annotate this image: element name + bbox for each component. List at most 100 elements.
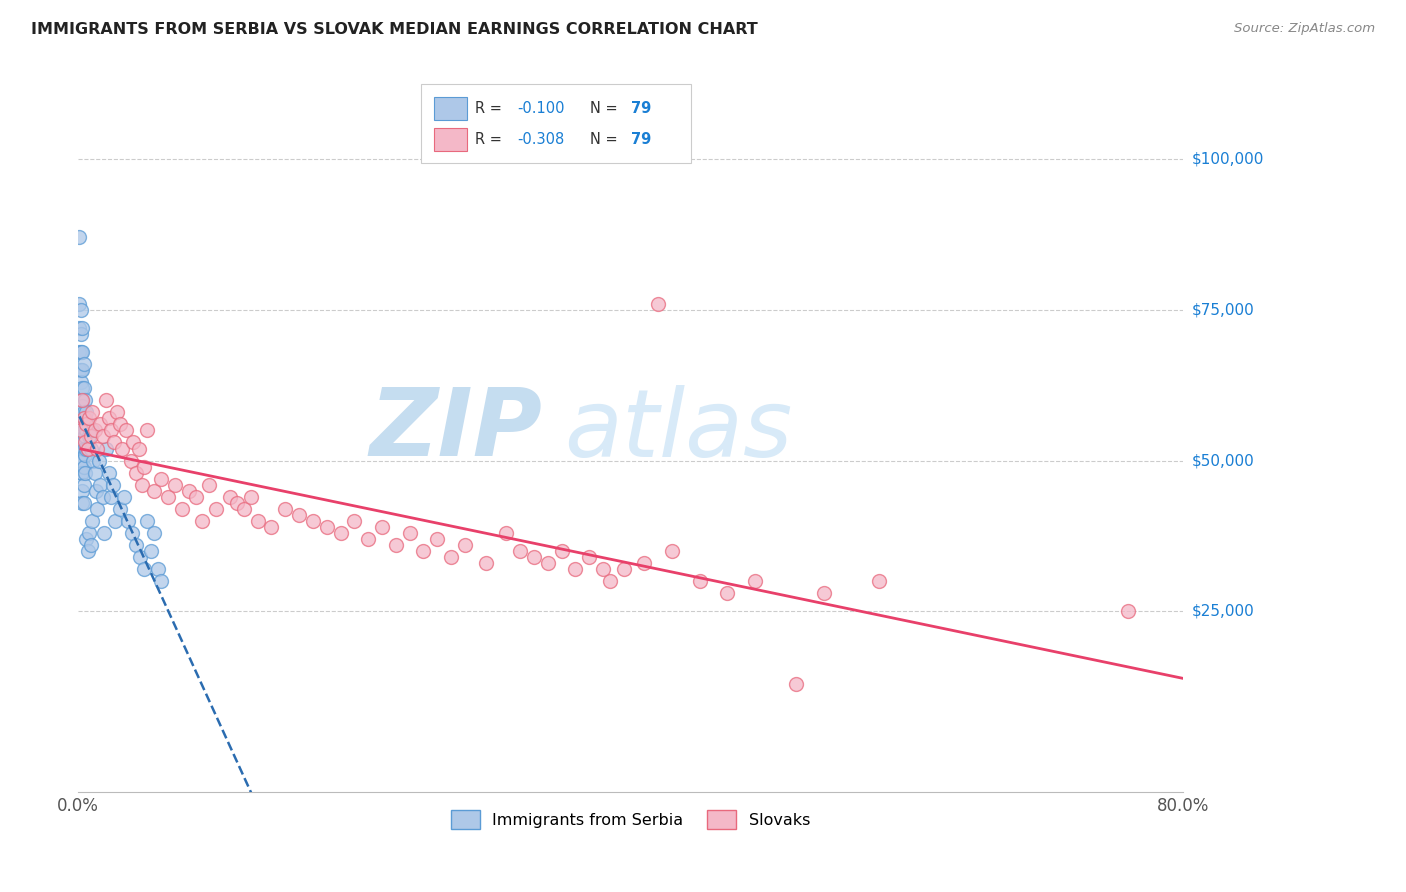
Point <box>72 321 94 335</box>
Point <box>70 393 93 408</box>
Point <box>537 556 560 570</box>
Point <box>72 381 94 395</box>
Point <box>72 381 94 395</box>
Point <box>73 393 96 408</box>
Point <box>70 453 93 467</box>
FancyBboxPatch shape <box>434 96 467 120</box>
Point <box>150 574 173 589</box>
Point <box>97 411 120 425</box>
Point <box>868 574 890 589</box>
Point <box>72 496 94 510</box>
Text: ZIP: ZIP <box>370 384 543 476</box>
Point <box>72 483 94 498</box>
Point <box>371 520 394 534</box>
Point <box>72 405 94 419</box>
Point <box>89 417 111 432</box>
Point <box>136 424 159 438</box>
Point <box>72 459 94 474</box>
Point <box>77 411 100 425</box>
Point <box>72 477 94 491</box>
Text: R =: R = <box>475 132 502 147</box>
Point <box>72 393 94 408</box>
Point <box>70 424 93 438</box>
Point <box>128 442 150 456</box>
Point <box>87 453 110 467</box>
Point <box>633 556 655 570</box>
Text: -0.100: -0.100 <box>517 101 564 116</box>
Point <box>91 429 114 443</box>
Point <box>115 424 138 438</box>
Text: N =: N = <box>589 101 617 116</box>
Point <box>131 477 153 491</box>
Point <box>205 501 228 516</box>
Point <box>260 520 283 534</box>
Point <box>143 525 166 540</box>
Point <box>93 525 115 540</box>
Point <box>150 472 173 486</box>
Text: $25,000: $25,000 <box>1192 604 1256 619</box>
Point <box>77 525 100 540</box>
Point <box>73 448 96 462</box>
Point <box>76 442 98 456</box>
Point <box>661 544 683 558</box>
Point <box>813 586 835 600</box>
Point <box>716 586 738 600</box>
Text: N =: N = <box>589 132 617 147</box>
Point <box>84 483 107 498</box>
Point <box>112 490 135 504</box>
Point <box>578 550 600 565</box>
Point <box>163 477 186 491</box>
Point <box>70 326 93 341</box>
Point <box>76 544 98 558</box>
Point <box>136 514 159 528</box>
Point <box>79 538 101 552</box>
Point <box>329 525 352 540</box>
Point <box>72 453 94 467</box>
Point <box>70 405 93 419</box>
Point <box>689 574 711 589</box>
Point <box>440 550 463 565</box>
Point <box>72 357 94 371</box>
Point <box>73 429 96 443</box>
Point <box>83 424 105 438</box>
Point <box>69 321 91 335</box>
Point <box>80 514 103 528</box>
Text: -0.308: -0.308 <box>517 132 564 147</box>
Point <box>89 477 111 491</box>
Point <box>509 544 531 558</box>
Point <box>86 442 108 456</box>
Point <box>120 453 142 467</box>
Point <box>121 525 143 540</box>
Point <box>117 514 139 528</box>
Point <box>156 490 179 504</box>
Point <box>398 525 420 540</box>
Point <box>232 501 254 516</box>
Point <box>343 514 366 528</box>
Point <box>70 375 93 389</box>
Point <box>495 525 517 540</box>
Point <box>426 532 449 546</box>
Point <box>75 405 97 419</box>
Point <box>744 574 766 589</box>
Point <box>785 677 807 691</box>
Point <box>219 490 242 504</box>
Point <box>454 538 477 552</box>
Point <box>72 345 94 359</box>
Point <box>129 550 152 565</box>
Point <box>72 496 94 510</box>
Point <box>83 466 105 480</box>
Point <box>141 544 163 558</box>
Point <box>474 556 496 570</box>
Point <box>70 466 93 480</box>
Point <box>72 435 94 450</box>
Point <box>69 230 91 244</box>
Point <box>1116 604 1139 618</box>
Point <box>100 424 122 438</box>
Point <box>73 411 96 425</box>
Point <box>108 501 131 516</box>
Point <box>122 435 145 450</box>
Point <box>70 417 93 432</box>
Point <box>125 538 148 552</box>
Point <box>75 417 97 432</box>
Point <box>72 466 94 480</box>
